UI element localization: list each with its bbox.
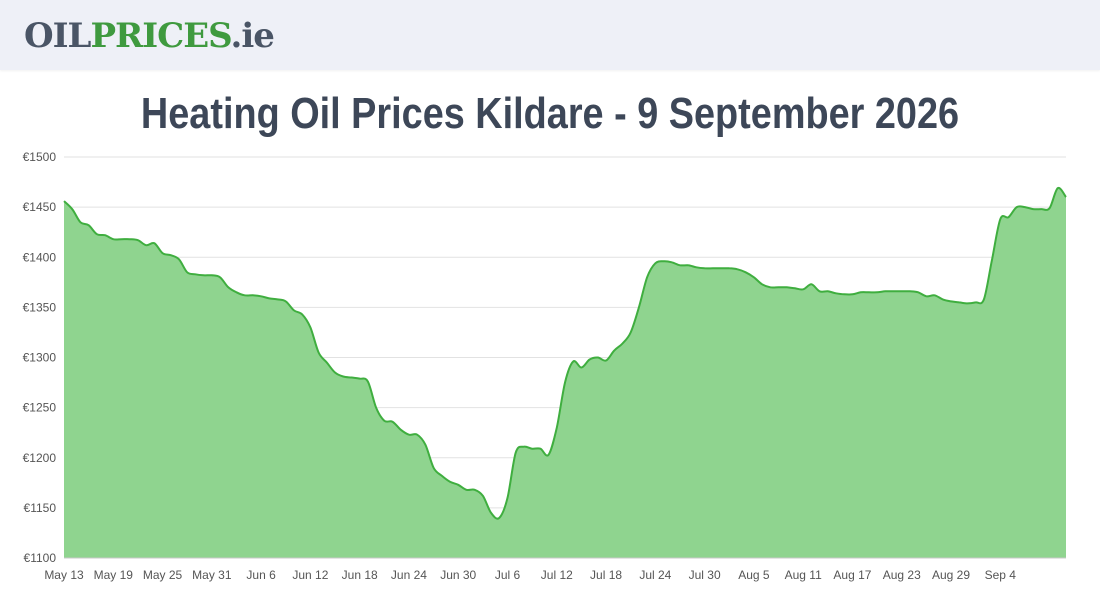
x-tick-label: May 31: [192, 568, 232, 582]
x-tick-label: Jun 30: [440, 568, 476, 582]
x-tick-label: Aug 5: [738, 568, 770, 582]
x-tick-label: Sep 4: [985, 568, 1017, 582]
x-tick-label: Jun 12: [292, 568, 328, 582]
y-tick-label: €1500: [23, 150, 57, 164]
y-tick-label: €1350: [23, 300, 57, 314]
x-tick-label: May 19: [94, 568, 134, 582]
price-area-fill: [64, 187, 1066, 558]
x-tick-label: Aug 11: [785, 568, 822, 582]
y-tick-label: €1200: [23, 451, 57, 465]
y-tick-label: €1300: [23, 351, 57, 365]
x-tick-label: Aug 23: [883, 568, 921, 582]
site-logo[interactable]: OILPRICES.ie: [24, 16, 275, 56]
y-axis-labels: €1100 €1150 €1200 €1250 €1300 €1350 €1400 €1450…: [23, 150, 57, 565]
x-tick-label: Aug 29: [932, 568, 970, 582]
site-header: OILPRICES.ie: [0, 0, 1100, 70]
chart-area-layer: [63, 186, 1067, 559]
y-tick-label: €1250: [23, 401, 57, 415]
x-tick-label: Jun 6: [246, 568, 276, 582]
page-title: Heating Oil Prices Kildare - 9 September…: [140, 89, 960, 138]
logo-text-prices: PRICES: [90, 16, 231, 56]
y-tick-label: €1450: [23, 200, 57, 214]
y-tick-label: €1100: [24, 551, 57, 565]
logo-text-oil: OIL: [24, 16, 91, 56]
x-tick-label: Jul 18: [590, 568, 622, 582]
x-tick-label: Jun 24: [391, 568, 427, 582]
x-axis-labels: May 13 May 19 May 25 May 31 Jun 6 Jun 12 Jun 1…: [44, 568, 1016, 582]
x-tick-label: Jun 18: [342, 568, 378, 582]
x-tick-label: Jul 12: [541, 568, 573, 582]
y-tick-label: €1150: [24, 501, 57, 515]
x-tick-label: Jul 30: [689, 568, 721, 582]
x-tick-label: Jul 24: [639, 568, 671, 582]
x-tick-label: Jul 6: [495, 568, 521, 582]
y-tick-label: €1400: [23, 250, 57, 264]
x-tick-label: May 13: [44, 568, 84, 582]
x-tick-label: May 25: [143, 568, 183, 582]
logo-text-domain: .ie: [230, 16, 274, 56]
price-line: [63, 186, 1067, 520]
x-tick-label: Aug 17: [833, 568, 871, 582]
